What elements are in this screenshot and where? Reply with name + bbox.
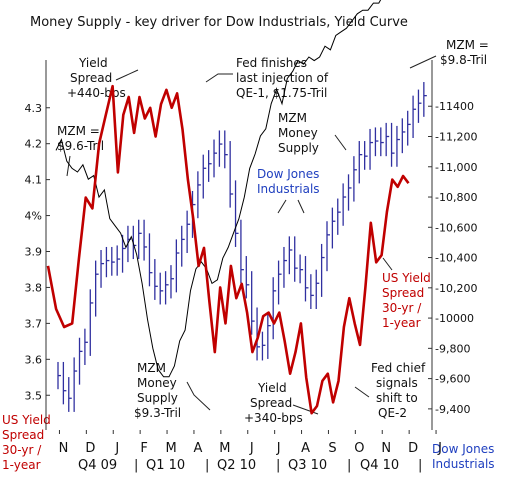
quarter-separator: |: [418, 458, 422, 473]
annotation-mzm-98: MZM = $9.8-Tril: [440, 38, 493, 67]
left-tick-label: 3.5: [25, 389, 43, 402]
annotation-fed-chief-qe2: Fed chief signals shift to QE-2: [371, 361, 429, 420]
right-tick-label: -10,400: [435, 252, 477, 265]
leader-us-yield-spread-right: [382, 257, 393, 271]
quarter-axis: Q4 09 | Q1 10 | Q2 10 | Q3 10 | Q4 10 |: [78, 458, 422, 473]
quarter-separator: |: [134, 458, 138, 473]
right-axis-label: Dow Jones Industrials: [432, 442, 498, 471]
month-label: O: [354, 441, 364, 456]
left-axis-label: US Yield Spread 30-yr / 1-year: [2, 413, 55, 472]
month-label: M: [219, 441, 230, 456]
month-label: J: [249, 441, 254, 456]
leader-mzm-money-supply: [334, 134, 347, 151]
left-tick-label: 3.9: [25, 246, 43, 259]
left-tick-label: 3.7: [25, 317, 43, 330]
quarter-label: Q4 09: [78, 458, 117, 473]
left-tick-label: 4%: [25, 210, 42, 223]
leader-dow-jones-industrials-2: [297, 199, 305, 214]
left-axis-label-line: 30-yr /: [2, 443, 42, 457]
chart-title: Money Supply - key driver for Dow Indust…: [30, 15, 408, 30]
annotation-leaders: [66, 55, 437, 415]
left-tick-label: 4.2: [25, 138, 43, 151]
right-axis-label-line: Dow Jones: [432, 442, 494, 456]
annotation-fed-finishes-qe1: Fed finishes last injection of QE-1, $1.…: [236, 56, 332, 100]
annotation-mzm-93: MZM Money Supply $9.3-Tril: [134, 361, 182, 420]
month-label: J: [437, 441, 442, 456]
month-label: S: [328, 441, 336, 456]
leader-yield-spread-440: [115, 69, 139, 81]
dow-jones-bars: [57, 82, 427, 412]
mzm-line-group: [55, 0, 382, 378]
right-tick-label: -10,200: [435, 282, 477, 295]
leader-mzm-98: [409, 55, 437, 69]
left-axis-label-line: 1-year: [2, 458, 41, 472]
month-label: J: [276, 441, 281, 456]
annotation-yield-spread-440: Yield Spread +440-bps: [67, 56, 126, 100]
month-label: N: [381, 441, 391, 456]
leader-mzm-93: [186, 381, 211, 411]
annotations: Yield Spread +440-bps Fed finishes last …: [57, 38, 493, 425]
annotation-us-yield-spread-right: US Yield Spread 30-yr / 1-year: [382, 271, 435, 330]
annotation-mzm-96: MZM = $9.6-Tril: [57, 124, 104, 153]
right-tick-label: -9,600: [435, 373, 470, 386]
left-tick-label: 4.1: [25, 174, 43, 187]
right-tick-label: -11,200: [435, 131, 477, 144]
month-label: J: [114, 441, 119, 456]
leader-dow-jones-industrials: [277, 199, 287, 214]
month-label: D: [408, 441, 418, 456]
right-tick-label: -10000: [435, 312, 474, 325]
right-tick-label: -9,800: [435, 342, 470, 355]
leader-yield-spread-340: [292, 404, 319, 415]
annotation-dow-jones-industrials: Dow Jones Industrials: [257, 167, 323, 196]
left-tick-label: 3.6: [25, 353, 43, 366]
leader-mzm-96: [66, 155, 71, 177]
quarter-separator: |: [347, 458, 351, 473]
month-label: A: [301, 441, 310, 456]
leader-fed-finishes-qe1: [205, 73, 233, 83]
axes: 3.5 3.6 3.7 3.8 3.9 4% 4.1 4.2 4.3 -9,400 -9,600 -9…: [25, 60, 477, 456]
right-tick-label: -11,000: [435, 161, 477, 174]
quarter-label: Q2 10: [217, 458, 256, 473]
month-label: M: [165, 441, 176, 456]
quarter-separator: |: [276, 458, 280, 473]
quarter-label: Q1 10: [146, 458, 185, 473]
quarter-label: Q3 10: [288, 458, 327, 473]
annotation-yield-spread-340: Yield Spread +340-bps: [244, 381, 303, 425]
right-tick-label: -9,400: [435, 403, 470, 416]
yield-spread-line: [46, 84, 410, 415]
left-axis-label-line: US Yield: [2, 413, 51, 427]
annotation-mzm-money-supply: MZM Money Supply: [278, 111, 322, 155]
left-axis-label-line: Spread: [2, 428, 44, 442]
right-tick-label: -11400: [435, 100, 474, 113]
right-axis-label-line: Industrials: [432, 457, 495, 471]
month-label: F: [140, 441, 147, 456]
quarter-separator: |: [205, 458, 209, 473]
month-label: N: [59, 441, 69, 456]
leader-fed-chief-qe2: [354, 386, 370, 398]
left-tick-label: 3.8: [25, 281, 43, 294]
month-label: A: [193, 441, 202, 456]
mzm-line: [55, 0, 382, 378]
yield-spread-line-group: [46, 84, 410, 415]
month-label: D: [85, 441, 95, 456]
right-tick-label: -10,800: [435, 191, 477, 204]
left-tick-label: 4.3: [25, 102, 43, 115]
right-tick-label: -10,600: [435, 221, 477, 234]
quarter-label: Q4 10: [360, 458, 399, 473]
